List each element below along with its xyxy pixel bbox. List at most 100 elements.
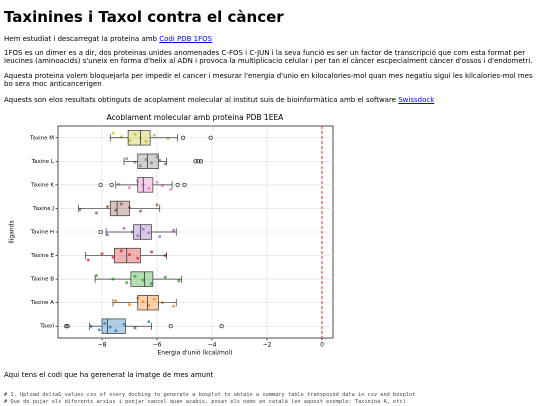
data-point xyxy=(163,275,167,279)
box xyxy=(130,271,154,287)
data-point xyxy=(114,208,118,212)
data-point xyxy=(128,302,131,306)
chart-title: Acoblament molecular amb proteina PDB 1E… xyxy=(107,113,285,122)
pdb-link[interactable]: Codi PDB 1FOS xyxy=(159,35,213,43)
intro-text: Hem estudiat i descarregat la proteina a… xyxy=(4,35,157,43)
data-point xyxy=(103,322,107,326)
outlier xyxy=(109,182,114,187)
outlier xyxy=(196,159,201,164)
data-point xyxy=(122,226,126,230)
x-tick-label: −2 xyxy=(263,342,272,349)
box xyxy=(109,200,130,217)
data-point xyxy=(158,235,162,238)
results-text: Aquests son elos resultats obtinguts de … xyxy=(4,96,396,104)
data-point xyxy=(114,299,118,303)
data-point xyxy=(95,211,98,215)
outlier xyxy=(219,324,224,329)
box xyxy=(127,130,151,146)
data-point xyxy=(119,202,123,206)
data-point xyxy=(136,234,140,238)
y-tick-label: Taxine K xyxy=(30,182,54,188)
x-axis-label: Energia d'unió (kcal/mol) xyxy=(157,350,232,357)
data-point xyxy=(133,326,137,330)
data-point xyxy=(125,281,129,285)
data-point xyxy=(141,227,145,231)
data-point xyxy=(106,233,109,237)
outlier xyxy=(65,324,70,329)
data-point xyxy=(150,282,153,286)
data-point xyxy=(133,274,137,278)
data-point xyxy=(172,304,175,308)
data-point xyxy=(150,161,153,165)
outlier xyxy=(208,135,213,140)
data-point xyxy=(106,205,109,209)
code-line: # Que de pujar els diferents arxius i pe… xyxy=(4,399,406,405)
outlier xyxy=(168,324,173,329)
outlier xyxy=(175,182,180,187)
data-point xyxy=(147,231,151,235)
data-point xyxy=(147,186,151,190)
data-point xyxy=(147,320,151,324)
data-point xyxy=(141,278,145,282)
x-tick-label: −8 xyxy=(98,342,107,349)
outlier xyxy=(98,229,103,235)
data-point xyxy=(119,249,123,253)
box xyxy=(133,224,152,240)
data-point xyxy=(111,131,115,135)
paragraph: Aquesta proteina volem bloquejarla per i… xyxy=(4,72,533,88)
data-point xyxy=(155,180,159,184)
data-point xyxy=(100,252,104,256)
y-tick-label: Taxol xyxy=(39,324,54,330)
outlier xyxy=(193,159,198,164)
data-point xyxy=(144,158,148,162)
data-point xyxy=(128,253,131,257)
swissdock-link[interactable]: Swissdock xyxy=(398,96,435,104)
paragraph: 1FOS es un dimer es a dir, dos proteinas… xyxy=(4,49,533,65)
y-axis-label: lligands xyxy=(9,220,16,243)
outlier xyxy=(198,159,204,164)
data-point xyxy=(125,157,129,161)
box xyxy=(137,177,154,193)
data-point xyxy=(152,297,156,301)
data-point xyxy=(139,164,142,168)
data-point xyxy=(111,255,115,259)
data-point xyxy=(128,186,131,190)
results: Aquests son elos resultats obtinguts de … xyxy=(4,96,534,104)
data-point xyxy=(108,325,112,329)
page-title: Taxinines i Taxol contra el càncer xyxy=(4,8,284,26)
outlier xyxy=(182,182,187,187)
box xyxy=(101,318,126,334)
y-tick-label: Taxine E xyxy=(30,253,54,259)
box xyxy=(137,153,159,169)
data-point xyxy=(114,329,118,333)
data-point xyxy=(86,258,90,262)
y-tick-label: Taxine H xyxy=(30,230,54,236)
x-tick-label: −6 xyxy=(153,342,162,349)
data-point xyxy=(141,300,145,304)
data-point xyxy=(95,274,98,278)
y-tick-label: Taxine M xyxy=(29,135,54,141)
data-point xyxy=(97,328,101,332)
data-point xyxy=(147,303,151,307)
data-point xyxy=(144,139,148,143)
x-tick-label: 0 xyxy=(320,342,324,349)
data-point xyxy=(133,132,137,136)
box xyxy=(137,295,159,311)
code-line: # 1. Upload deltaG_values.csv of every d… xyxy=(4,392,416,398)
data-point xyxy=(136,256,140,260)
y-tick-label: Taxine A xyxy=(30,300,54,306)
code-intro: Aqui tens el codi que ha gerenerat la im… xyxy=(4,371,214,379)
data-point xyxy=(169,187,173,191)
x-tick-label: −4 xyxy=(208,342,217,349)
data-point xyxy=(163,162,167,166)
data-point xyxy=(139,209,142,213)
data-point xyxy=(150,250,153,254)
data-point xyxy=(155,155,159,159)
data-point xyxy=(177,279,181,283)
data-point xyxy=(172,228,175,232)
data-point xyxy=(122,322,126,326)
y-tick-label: Taxine J xyxy=(32,206,54,212)
data-point xyxy=(155,203,159,207)
intro: Hem estudiat i descarregat la proteina a… xyxy=(4,35,534,43)
